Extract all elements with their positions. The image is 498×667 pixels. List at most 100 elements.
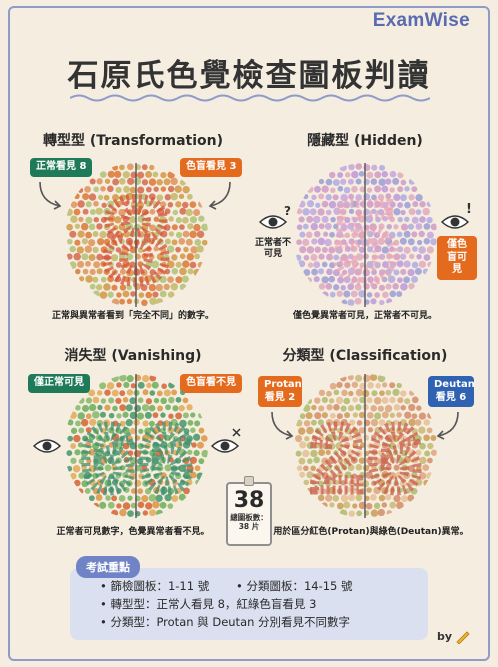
plate-dot <box>187 419 194 426</box>
plate-dot <box>374 185 382 193</box>
plate-dot <box>382 291 389 299</box>
plate-dot <box>343 276 351 284</box>
plate-dot <box>411 261 419 269</box>
plate-dot <box>400 404 406 411</box>
plate-dot <box>389 261 397 268</box>
plate-dot <box>322 427 328 434</box>
plate-dot <box>333 464 341 471</box>
plate-dot <box>88 389 96 397</box>
plate-dot <box>82 435 89 442</box>
plate-dot <box>298 457 306 465</box>
plate-dot <box>407 449 416 457</box>
plate-dot <box>144 488 152 495</box>
exam-point-classification-plates: • 分類圖板：14-15 號 <box>236 579 353 593</box>
plate-dot <box>182 185 190 194</box>
plate-dot <box>119 164 125 171</box>
plate-dot <box>306 215 314 223</box>
plate-dot <box>92 276 99 283</box>
plate-dot <box>111 374 119 382</box>
plate-dot <box>317 419 324 426</box>
arrow-icon <box>208 181 231 210</box>
plate-dot <box>145 217 151 224</box>
plate-dot <box>159 427 166 434</box>
plate-dot <box>164 208 171 215</box>
plate-dot <box>175 441 183 449</box>
plate-dot <box>351 276 358 283</box>
plate-dot <box>359 442 366 448</box>
plate-dot <box>137 231 145 238</box>
plate-dot <box>321 472 329 480</box>
plate-dot <box>365 215 374 223</box>
plate-dot <box>340 224 348 231</box>
plate-dot <box>80 222 89 231</box>
plate-dot <box>373 457 382 465</box>
plate-dot <box>337 427 343 434</box>
plate-dot <box>306 471 314 479</box>
plate-dot <box>344 471 352 479</box>
plate-dot <box>399 237 407 245</box>
exam-point-screening: • 篩檢圖板：1-11 號 <box>100 579 210 593</box>
plate-dot <box>381 457 388 464</box>
plate-dot <box>366 260 374 269</box>
section-title-classification: 分類型 (Classification) <box>282 348 448 364</box>
plate-dot <box>137 397 144 404</box>
plate-dot <box>187 223 194 230</box>
plate-dot <box>296 208 303 215</box>
plate-dot <box>197 261 204 268</box>
plate-dot <box>407 268 415 277</box>
plate-dot <box>313 261 321 269</box>
plate-dot <box>88 448 96 456</box>
plate-dot <box>115 473 121 479</box>
plate-dot <box>194 465 201 472</box>
plate-dot <box>155 224 163 232</box>
plate-dot <box>145 398 153 405</box>
plate-dot <box>201 449 208 458</box>
plate-dot <box>123 185 130 193</box>
plate-dot <box>325 464 332 471</box>
plate-dot <box>423 479 430 486</box>
plate-dot <box>123 201 129 207</box>
plate-dot <box>167 487 175 495</box>
plate-dot <box>385 479 392 486</box>
plate-dot <box>141 404 150 412</box>
plate-dot <box>329 382 337 390</box>
plate-dot <box>145 170 153 178</box>
tag-colorblind-cannot-see: 色盲看不見 <box>180 374 242 393</box>
plate-dot <box>396 501 404 510</box>
plate-dot <box>89 283 96 290</box>
plate-dot <box>155 449 164 457</box>
plate-dot <box>335 246 343 254</box>
plate-dot <box>66 450 73 456</box>
plate-dot <box>104 450 111 457</box>
plate-dot <box>407 494 415 502</box>
plate-dot <box>318 464 326 472</box>
plate-dot <box>77 442 84 448</box>
plate-dot <box>115 276 122 283</box>
total-plates-number: 38 <box>233 488 265 513</box>
plate-dot <box>85 216 93 224</box>
plate-dot <box>129 397 137 405</box>
plate-dot <box>311 194 317 201</box>
plate-dot <box>378 419 386 426</box>
plate-dot <box>392 449 399 456</box>
plate-dot <box>103 268 110 275</box>
plate-dot <box>363 434 370 441</box>
plate-dot <box>186 193 193 200</box>
plate-dot <box>344 427 352 435</box>
plate-dot <box>392 177 400 185</box>
plate-dot <box>318 405 325 412</box>
plate-dot <box>377 479 385 487</box>
plate-dot <box>125 222 134 231</box>
plate-dot <box>142 480 149 487</box>
plate-dot <box>88 193 97 201</box>
plate-dot <box>108 261 114 267</box>
plate-dot <box>364 495 370 501</box>
plate-dot <box>347 283 355 291</box>
plate-dot <box>416 405 422 411</box>
plate-dot <box>371 449 378 456</box>
plate-dot <box>186 404 193 411</box>
plate-dot <box>389 246 395 252</box>
plate-dot <box>400 283 408 291</box>
plate-dot <box>370 405 377 412</box>
plate-dot <box>157 405 163 412</box>
